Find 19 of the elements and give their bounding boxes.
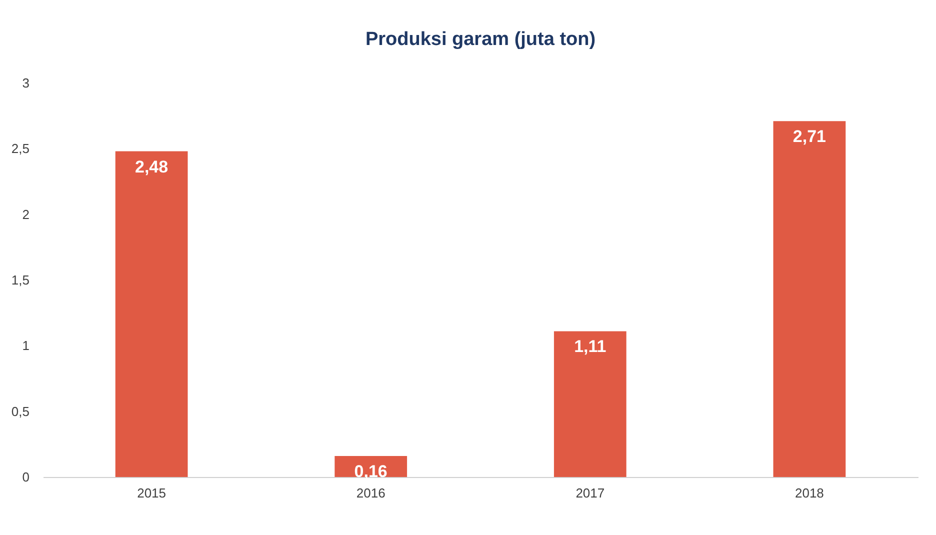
x-tick-label: 2015	[137, 486, 166, 500]
data-label: 0,16	[354, 462, 388, 481]
y-tick-label: 1,5	[11, 272, 30, 288]
bar	[115, 151, 188, 477]
x-tick-label: 2017	[576, 486, 605, 500]
chart-title: Produksi garam (juta ton)	[365, 29, 596, 50]
y-tick-label: 2,5	[11, 141, 30, 156]
y-tick-label: 2	[22, 206, 30, 222]
data-label: 2,71	[792, 127, 826, 146]
y-tick-label: 1	[22, 338, 30, 354]
bar	[773, 121, 846, 477]
x-tick-label: 2016	[356, 486, 386, 500]
y-tick-label: 0,5	[11, 404, 30, 419]
y-tick-label: 3	[22, 76, 30, 90]
x-tick-label: 2018	[794, 486, 824, 500]
data-label: 2,48	[135, 157, 168, 176]
y-tick-label: 0	[22, 470, 30, 484]
data-label: 1,11	[574, 337, 606, 356]
bar	[554, 331, 626, 477]
